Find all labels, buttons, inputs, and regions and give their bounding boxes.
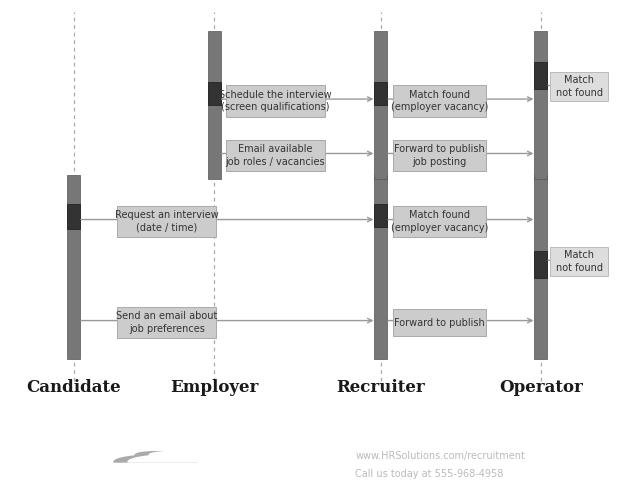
Text: Match found
(employer vacancy): Match found (employer vacancy) <box>390 90 488 112</box>
FancyBboxPatch shape <box>393 206 486 237</box>
Text: Employer: Employer <box>170 379 259 396</box>
Bar <box>534 31 547 179</box>
Text: Recruitment Management (Process Interactions): Recruitment Management (Process Interact… <box>62 409 578 428</box>
Bar <box>67 175 80 359</box>
FancyBboxPatch shape <box>117 307 216 338</box>
Bar <box>374 204 387 227</box>
Text: Send an email about
job preferences: Send an email about job preferences <box>116 311 218 334</box>
Text: Candidate: Candidate <box>26 379 121 396</box>
Text: Forward to publish
job posting: Forward to publish job posting <box>394 144 484 167</box>
Text: Schedule the interview
(screen qualifications): Schedule the interview (screen qualifica… <box>220 90 332 112</box>
Text: HR Solutions: HR Solutions <box>202 450 307 465</box>
Bar <box>374 82 387 105</box>
Text: Operator: Operator <box>499 379 583 396</box>
Text: Email available
job roles / vacancies: Email available job roles / vacancies <box>226 144 325 167</box>
FancyBboxPatch shape <box>226 86 325 116</box>
Text: Request an interview
(date / time): Request an interview (date / time) <box>115 210 219 233</box>
FancyBboxPatch shape <box>550 72 608 101</box>
FancyBboxPatch shape <box>117 206 216 237</box>
Text: Recruiter: Recruiter <box>337 379 425 396</box>
FancyBboxPatch shape <box>393 86 486 116</box>
Bar <box>534 250 547 278</box>
FancyBboxPatch shape <box>393 140 486 171</box>
Bar <box>67 204 80 229</box>
Wedge shape <box>128 455 211 462</box>
Circle shape <box>149 451 190 458</box>
Bar <box>374 175 387 359</box>
Bar <box>374 31 387 179</box>
Bar <box>208 31 221 179</box>
Text: Match found
(employer vacancy): Match found (employer vacancy) <box>390 210 488 233</box>
Bar <box>208 82 221 105</box>
Text: www.HRSolutions.com/recruitment: www.HRSolutions.com/recruitment <box>355 450 525 461</box>
Text: Match
not found: Match not found <box>556 75 603 98</box>
Text: Match
not found: Match not found <box>556 250 603 273</box>
Bar <box>534 175 547 359</box>
FancyBboxPatch shape <box>393 309 486 336</box>
Circle shape <box>135 451 176 458</box>
Wedge shape <box>114 455 197 462</box>
Text: Call us today at 555-968-4958: Call us today at 555-968-4958 <box>355 469 504 479</box>
FancyBboxPatch shape <box>550 247 608 276</box>
Bar <box>534 62 547 90</box>
FancyBboxPatch shape <box>226 140 325 171</box>
Text: Forward to publish: Forward to publish <box>394 317 484 328</box>
